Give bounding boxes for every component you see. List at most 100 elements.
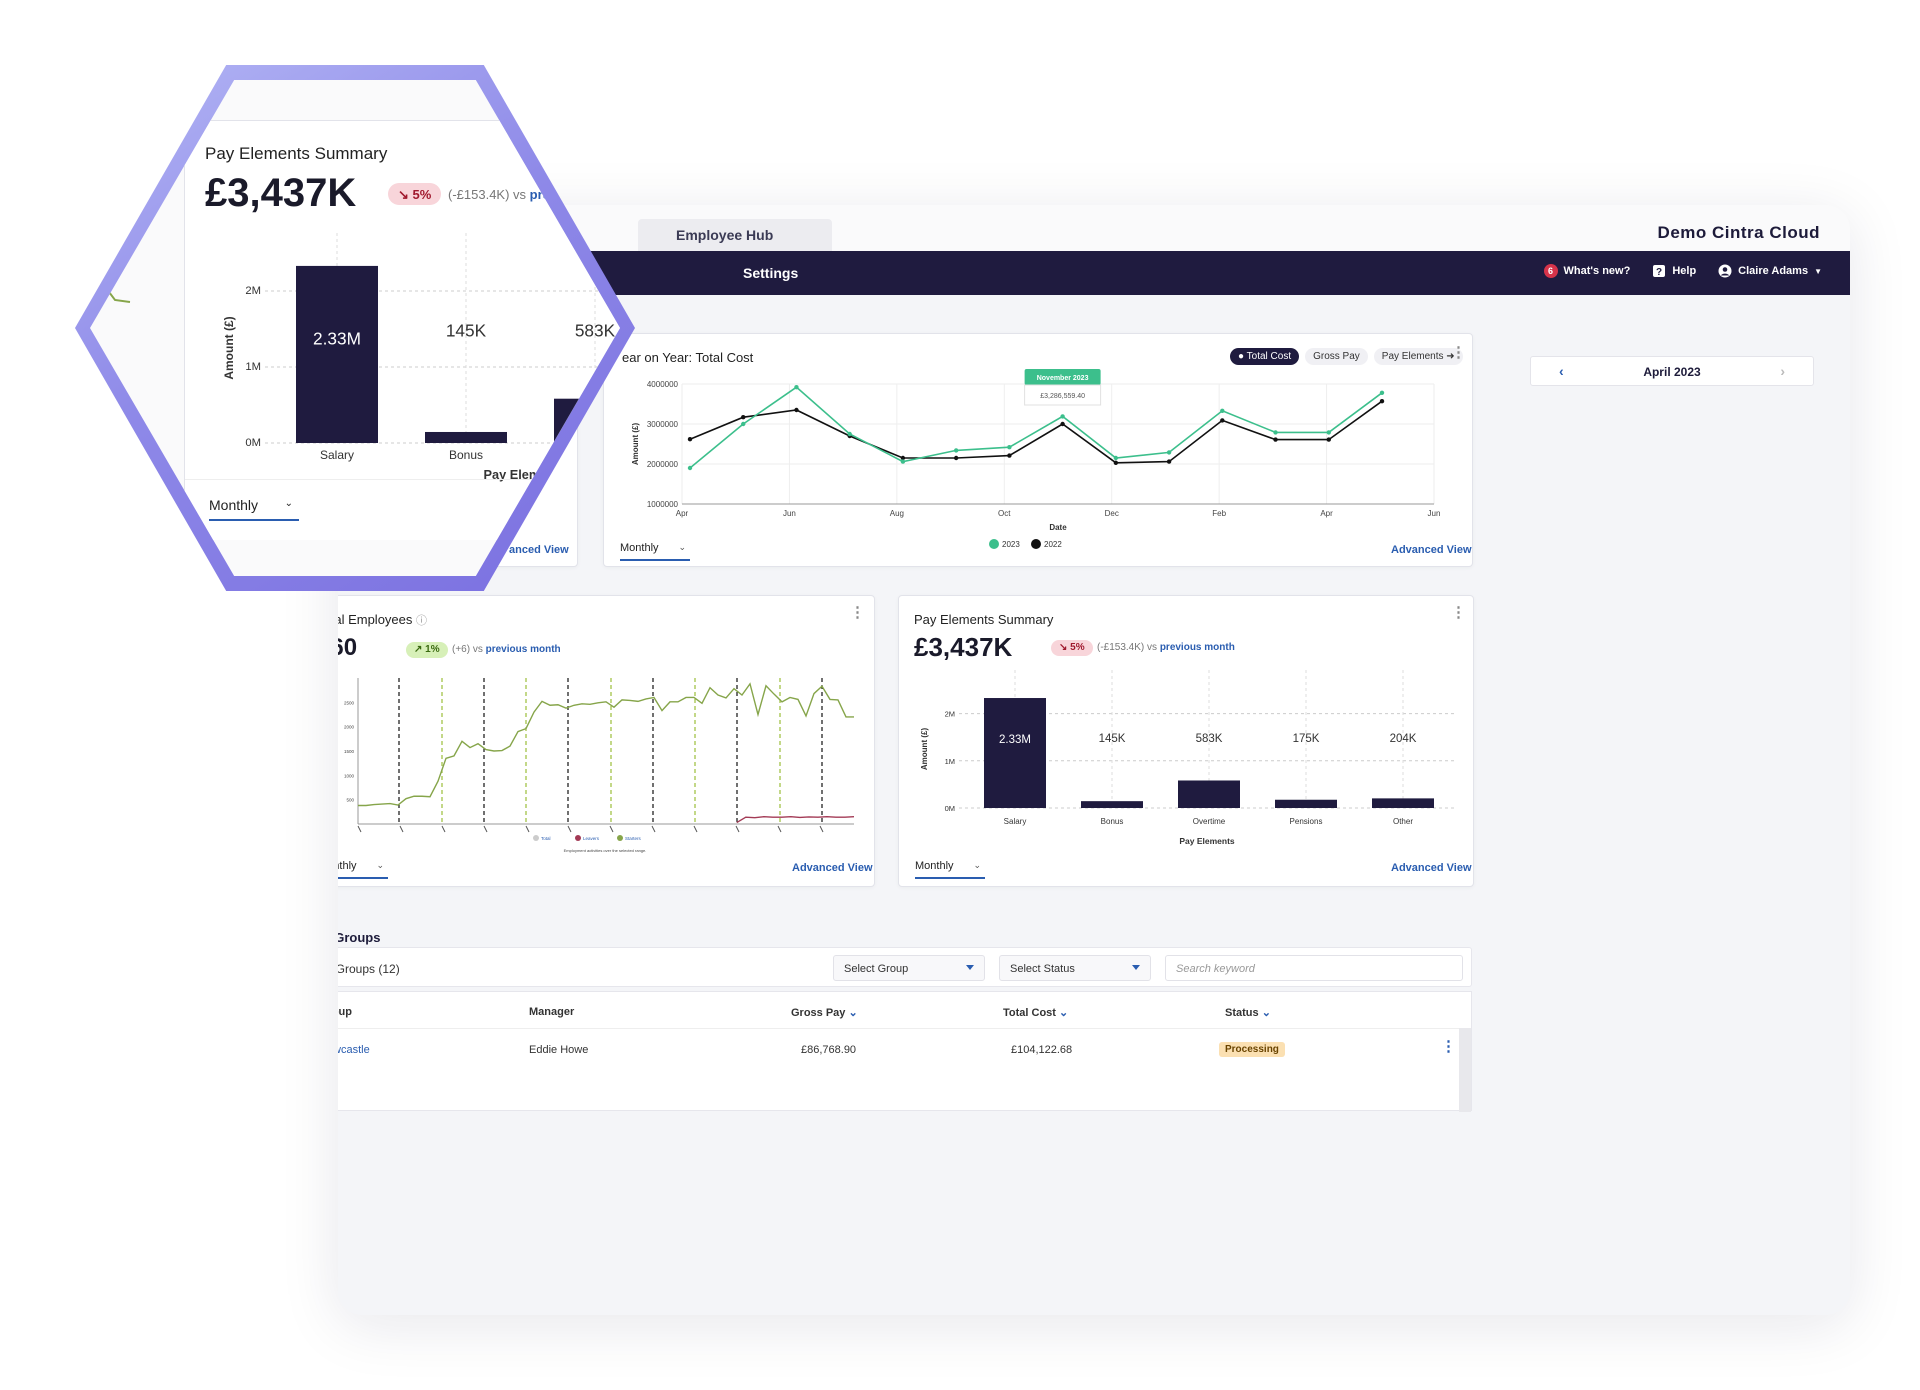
- series-line-2023: [689, 386, 1383, 469]
- period-select[interactable]: Monthly⌄: [620, 542, 690, 561]
- data-point-2022: [687, 437, 693, 442]
- select-group-dropdown[interactable]: Select Group: [833, 955, 985, 981]
- search-input[interactable]: Search keyword: [1165, 955, 1463, 981]
- data-label: 175K: [1293, 733, 1320, 745]
- period-select[interactable]: Monthly⌄: [915, 860, 985, 879]
- row-actions-icon[interactable]: ⋮: [1441, 1038, 1456, 1055]
- legend-swatch: [575, 835, 581, 841]
- x-tick-label: Overtime: [1193, 817, 1226, 826]
- toggle-total-cost[interactable]: ● Total Cost: [1230, 348, 1300, 365]
- info-icon[interactable]: ⓘ: [416, 615, 428, 627]
- chevron-left-icon[interactable]: ‹: [1559, 363, 1564, 379]
- employee-hub-tab[interactable]: Employee Hub: [638, 219, 832, 251]
- user-menu[interactable]: Claire Adams ▼: [1718, 264, 1822, 278]
- advanced-view-link[interactable]: Advanced View: [792, 862, 873, 874]
- date-picker[interactable]: ‹ April 2023 ›: [1530, 356, 1814, 386]
- data-label: 583K: [575, 321, 616, 341]
- column-header-manager: Manager: [529, 1006, 575, 1018]
- x-tick-mark: [735, 825, 740, 833]
- toggle-pay-elements[interactable]: Pay Elements ➜: [1373, 348, 1463, 365]
- y-axis-title: Amount (£): [920, 728, 929, 771]
- whats-new-button[interactable]: 6 What's new?: [1543, 264, 1630, 278]
- sort-icon: ⌄: [1261, 1007, 1271, 1019]
- more-options-icon[interactable]: ⋮: [1451, 604, 1466, 621]
- data-point-2023: [847, 431, 852, 437]
- bar-bonus: [425, 431, 507, 443]
- data-point-2022: [1007, 453, 1012, 458]
- help-button[interactable]: ? Help: [1652, 264, 1696, 278]
- x-tick-label: Overtime: [571, 448, 620, 462]
- more-options-icon[interactable]: ⋮: [850, 604, 865, 621]
- x-tick-label: Apr: [1320, 509, 1333, 518]
- data-point-2023: [1326, 430, 1331, 435]
- data-point-2023: [1220, 408, 1225, 413]
- x-tick-label: Aug: [890, 509, 904, 518]
- period-select[interactable]: Monthly⌄: [209, 497, 299, 521]
- sort-icon: ⌄: [848, 1007, 858, 1019]
- chevron-right-icon[interactable]: ›: [1780, 363, 1785, 379]
- change-badge: ↗ 1%: [406, 642, 448, 658]
- caret-down-icon: [966, 965, 974, 970]
- y-tick-label: 1500: [344, 749, 355, 754]
- y-tick-label: 2000000: [647, 460, 679, 469]
- x-tick-mark: [777, 825, 782, 833]
- data-point-2022: [900, 455, 906, 461]
- x-tick-mark: [483, 825, 488, 833]
- bar-bonus: [1081, 801, 1143, 808]
- x-tick-label: Other: [1393, 817, 1413, 826]
- trend-up-icon: ↗: [414, 644, 423, 655]
- bar-other: [1372, 798, 1434, 808]
- column-header-status[interactable]: Status ⌄: [1225, 1007, 1271, 1019]
- nav-settings[interactable]: Settings: [743, 265, 799, 281]
- column-header-gross-pay[interactable]: Gross Pay ⌄: [791, 1007, 858, 1019]
- period-select[interactable]: Monthly⌄: [338, 860, 388, 879]
- bar-salary: [984, 698, 1046, 808]
- select-status-dropdown[interactable]: Select Status: [999, 955, 1151, 981]
- card-footer-divider: [185, 479, 620, 480]
- data-point-2023: [1113, 455, 1119, 461]
- data-point-2022: [953, 455, 959, 461]
- x-tick-label: Feb: [1212, 509, 1226, 518]
- yoy-line-chart: 1000000 2000000 3000000 4000000 Apr Jun Aug Oct…: [631, 369, 1440, 549]
- advanced-view-link[interactable]: Advanced View: [1391, 862, 1472, 874]
- group-name-link[interactable]: Newcastle: [338, 1044, 370, 1056]
- y-tick-label: 1M: [945, 757, 955, 766]
- previous-month-link[interactable]: previous month: [1159, 642, 1235, 653]
- y-tick-label: 3000000: [647, 420, 679, 429]
- y-tick-label: 2M: [245, 285, 261, 297]
- advanced-view-link[interactable]: anced View: [509, 544, 569, 556]
- pay-total: £3,437K: [205, 171, 357, 215]
- brand-name: Demo Cintra Cloud: [1657, 223, 1820, 242]
- comparison-text: (+6) vs previous month: [452, 644, 561, 655]
- column-header-group: Group: [338, 1006, 352, 1018]
- advanced-view-link[interactable]: Advanced View: [1391, 544, 1472, 556]
- legend-label: Leavers: [583, 836, 600, 841]
- data-point-2023: [1060, 414, 1065, 419]
- chevron-down-icon: ▼: [1814, 266, 1822, 276]
- toggle-gross-pay[interactable]: Gross Pay: [1305, 348, 1368, 365]
- more-options-icon[interactable]: ⋮: [1451, 344, 1466, 361]
- data-point-2023: [741, 421, 746, 427]
- data-point-2022: [1166, 459, 1172, 464]
- data-point-2023: [794, 385, 799, 390]
- data-label: 145K: [446, 321, 487, 341]
- data-point-2022: [1113, 460, 1119, 465]
- y-tick-label: 2500: [344, 700, 355, 705]
- gross-pay-value: £86,768.90: [801, 1044, 857, 1056]
- pay-elements-bar-chart: 0M 1M 2M Amount (£) 2.33M Salary 145K Bonus 583K…: [920, 670, 1455, 846]
- table-scrollbar[interactable]: [1459, 1028, 1471, 1112]
- x-tick-mark: [693, 825, 698, 833]
- previous-month-link[interactable]: previous month: [485, 644, 561, 655]
- legend-label: 2023: [1002, 540, 1020, 549]
- sort-icon: ⌄: [1059, 1007, 1069, 1019]
- x-tick-mark: [609, 825, 614, 833]
- y-tick-label: 1000000: [647, 500, 679, 509]
- data-label: 583K: [1196, 733, 1223, 745]
- x-tick-mark: [819, 825, 824, 833]
- bar-pensions: [1275, 799, 1337, 808]
- status-badge: Processing: [1219, 1042, 1285, 1057]
- data-label: 204K: [1390, 733, 1417, 745]
- column-header-total-cost[interactable]: Total Cost ⌄: [1003, 1007, 1069, 1019]
- tooltip-value: £3,286,559.40: [1040, 393, 1085, 400]
